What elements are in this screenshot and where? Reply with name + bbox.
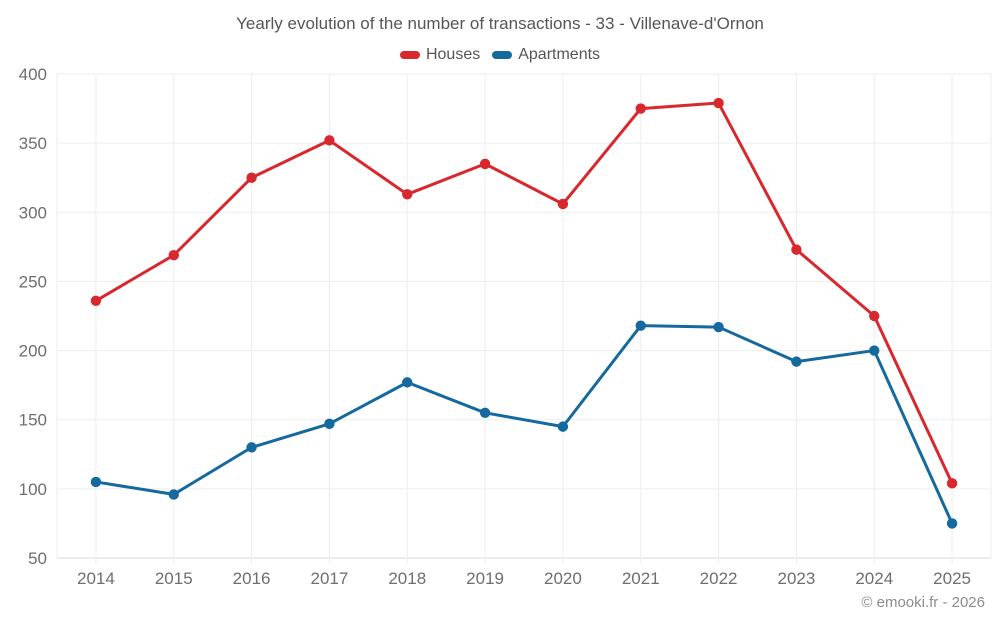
data-point-houses[interactable] xyxy=(479,158,491,170)
data-point-apartments[interactable] xyxy=(869,345,880,356)
x-tick-label: 2019 xyxy=(466,569,504,588)
data-point-apartments[interactable] xyxy=(168,489,179,500)
data-point-houses[interactable] xyxy=(946,478,958,489)
legend-label-apartments: Apartments xyxy=(518,46,601,63)
y-tick-label: 200 xyxy=(19,342,47,361)
data-point-apartments[interactable] xyxy=(635,320,646,331)
data-point-houses[interactable] xyxy=(791,244,802,255)
data-point-houses[interactable] xyxy=(402,189,413,200)
data-point-apartments[interactable] xyxy=(791,356,802,367)
y-tick-label: 50 xyxy=(28,549,47,568)
x-tick-label: 2025 xyxy=(933,569,971,588)
legend-item-houses[interactable]: Houses xyxy=(399,46,481,64)
data-point-apartments[interactable] xyxy=(402,377,413,388)
houses-swatch-icon xyxy=(399,51,420,59)
x-tick-label: 2021 xyxy=(622,569,660,588)
x-tick-label: 2014 xyxy=(77,569,115,588)
x-tick-label: 2017 xyxy=(311,569,349,588)
y-tick-label: 250 xyxy=(19,272,47,291)
y-tick-label: 300 xyxy=(19,203,47,222)
apartments-swatch-icon xyxy=(492,51,513,59)
data-point-apartments[interactable] xyxy=(246,442,257,453)
data-point-houses[interactable] xyxy=(869,310,880,322)
data-point-houses[interactable] xyxy=(90,295,102,306)
y-tick-label: 100 xyxy=(19,480,47,499)
data-point-apartments[interactable] xyxy=(479,407,491,418)
chart-title: Yearly evolution of the number of transa… xyxy=(236,14,764,33)
x-tick-label: 2024 xyxy=(855,569,893,588)
data-point-houses[interactable] xyxy=(557,198,569,210)
data-point-apartments[interactable] xyxy=(946,518,958,529)
y-tick-label: 350 xyxy=(19,134,47,153)
x-tick-label: 2015 xyxy=(155,569,193,588)
data-point-apartments[interactable] xyxy=(557,421,569,432)
x-tick-label: 2016 xyxy=(233,569,271,588)
footer-credit[interactable]: © emooki.fr - 2026 xyxy=(861,594,985,611)
data-point-apartments[interactable] xyxy=(90,476,102,488)
x-tick-label: 2018 xyxy=(388,569,426,588)
legend-label-houses: Houses xyxy=(425,46,481,63)
data-point-houses[interactable] xyxy=(246,172,257,183)
data-point-houses[interactable] xyxy=(713,97,724,109)
series-line-apartments xyxy=(94,324,954,525)
x-tick-label: 2023 xyxy=(778,569,816,588)
y-tick-label: 400 xyxy=(19,65,47,84)
legend-item-apartments[interactable]: Apartments xyxy=(492,46,600,64)
series-line-houses xyxy=(94,101,954,485)
x-tick-label: 2020 xyxy=(544,569,582,588)
data-point-houses[interactable] xyxy=(635,103,646,114)
legend: Houses Apartments xyxy=(0,46,1000,64)
x-tick-label: 2022 xyxy=(700,569,738,588)
data-point-apartments[interactable] xyxy=(324,418,335,430)
data-point-apartments[interactable] xyxy=(713,321,724,333)
data-point-houses[interactable] xyxy=(324,135,335,146)
data-point-houses[interactable] xyxy=(168,249,179,261)
y-tick-label: 150 xyxy=(19,411,47,430)
